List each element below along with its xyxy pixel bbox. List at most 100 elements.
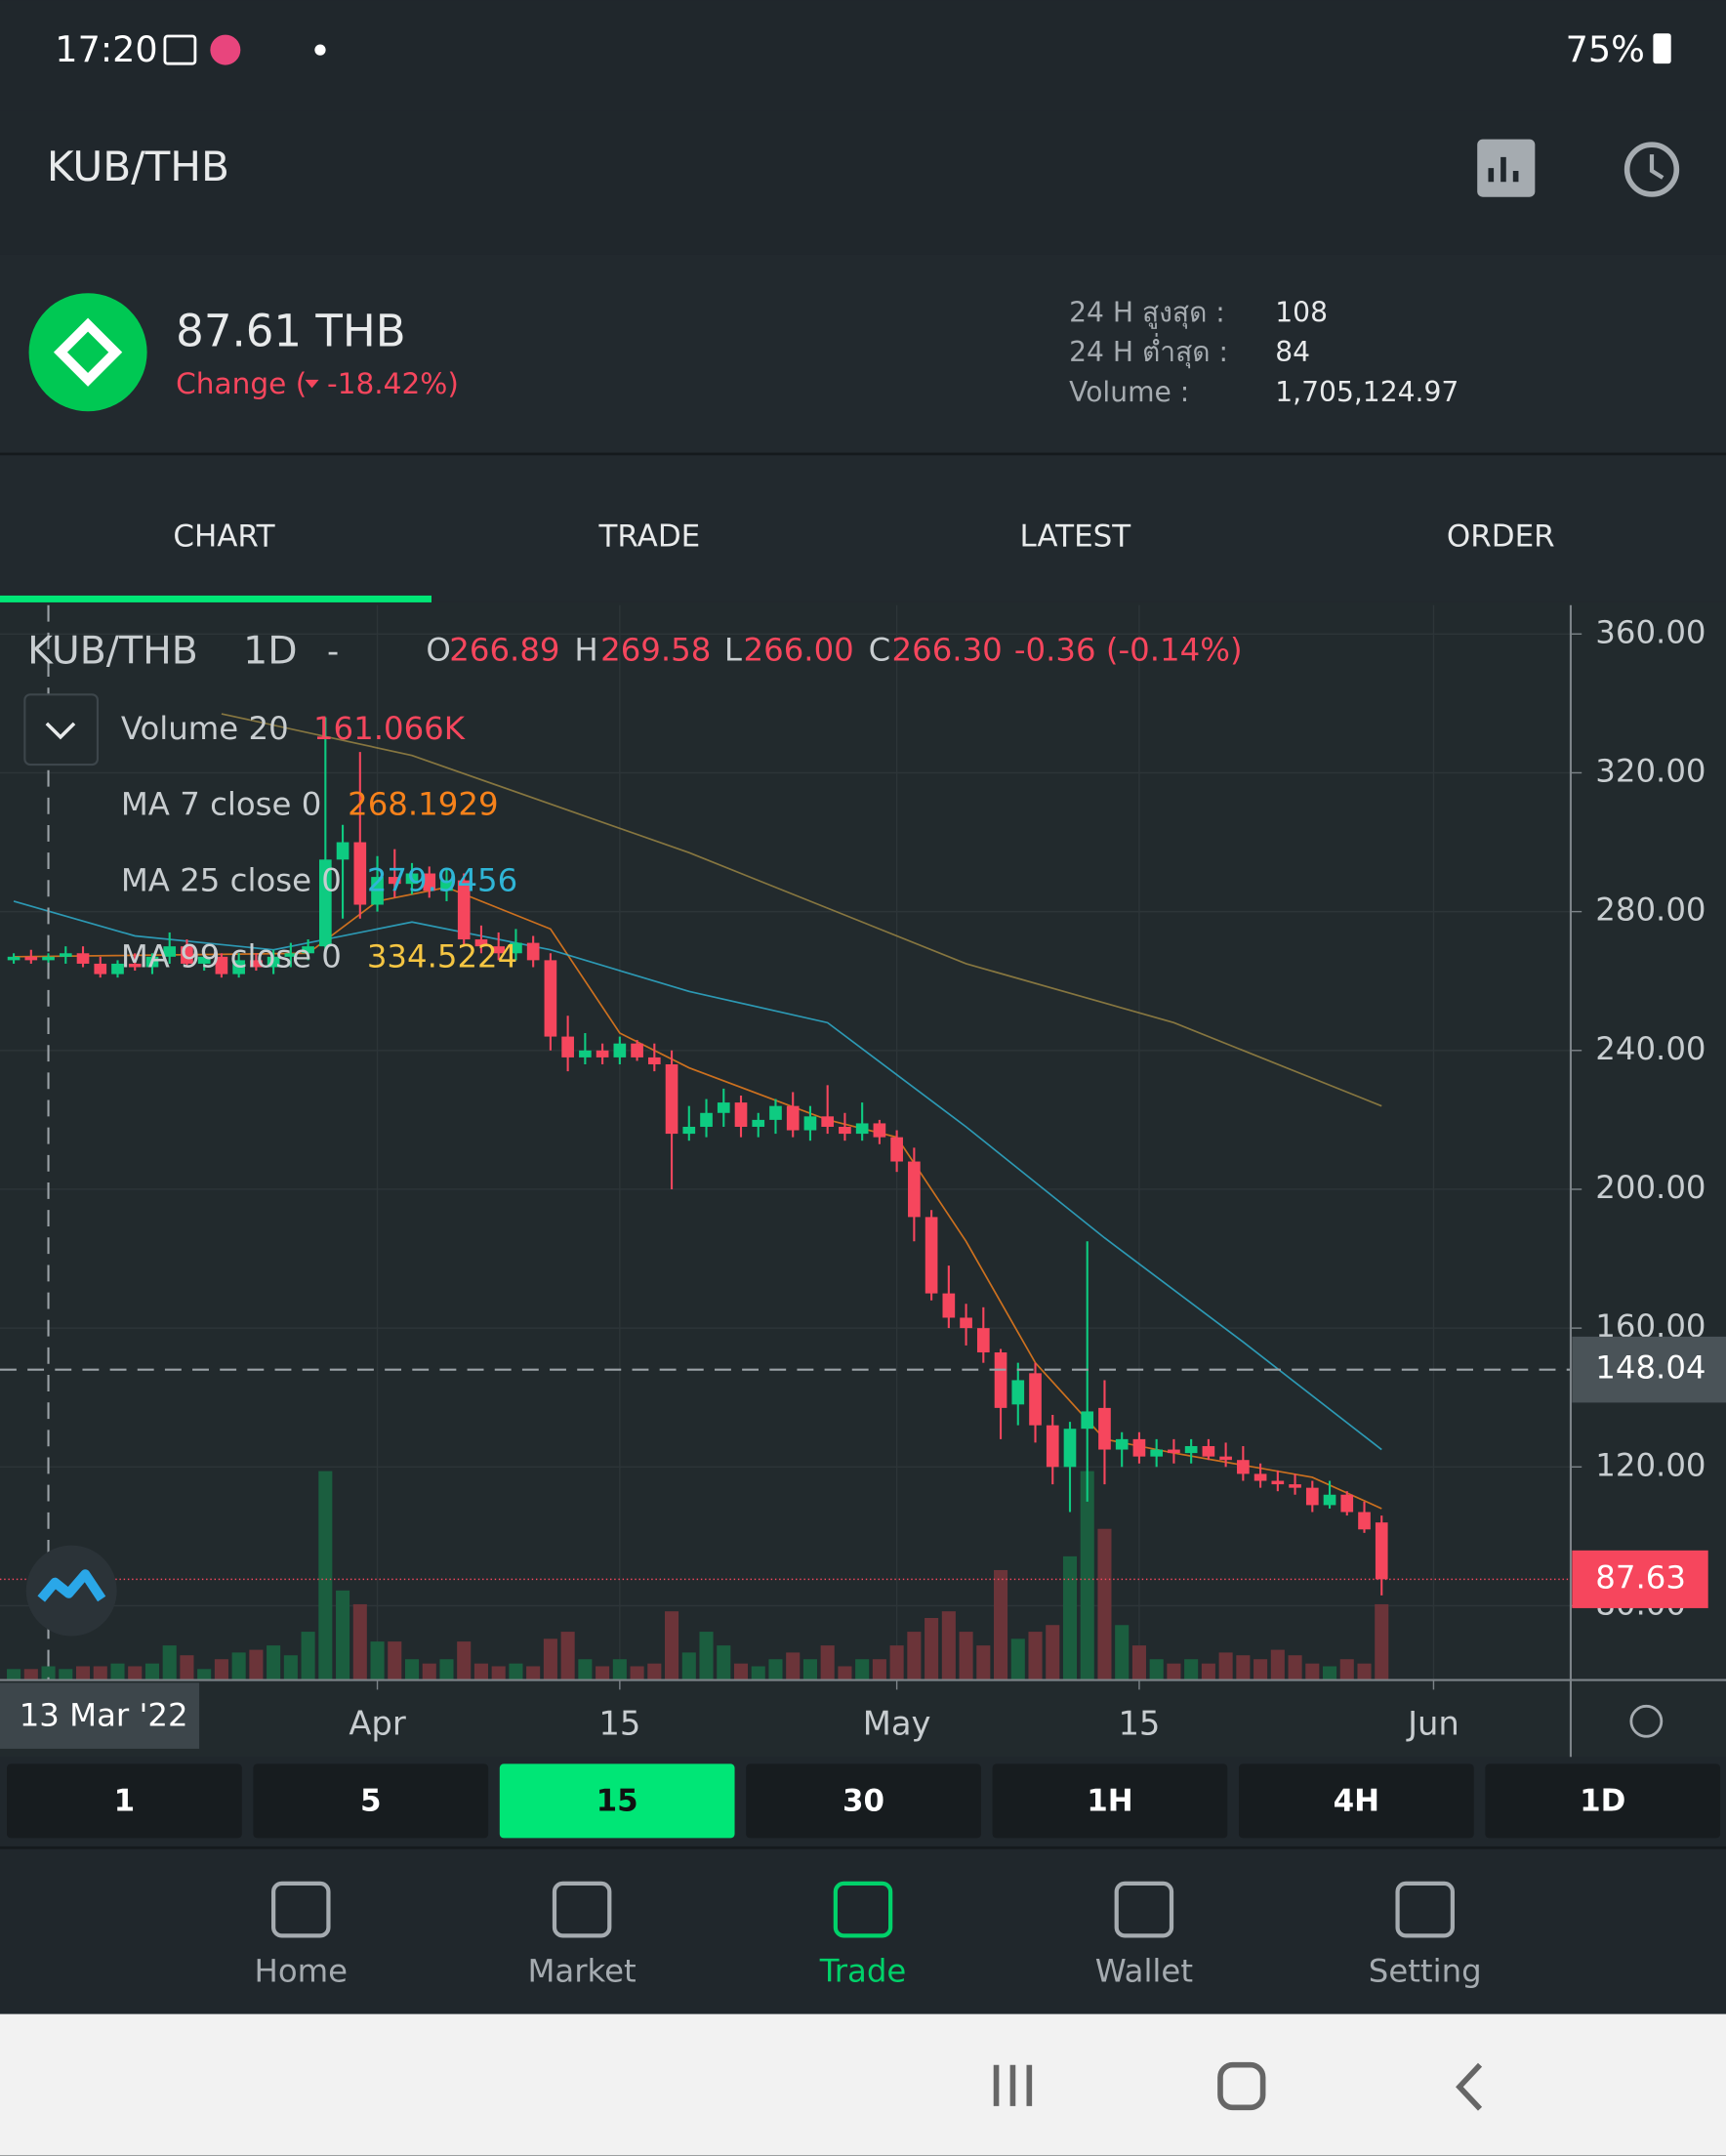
candle-body — [1132, 1438, 1146, 1457]
stat-value: 84 — [1275, 336, 1310, 368]
candle-body — [526, 942, 540, 961]
recent-apps-button[interactable] — [993, 2064, 1033, 2106]
tab[interactable]: TRADE — [598, 518, 701, 554]
tradingview-logo-mark — [37, 1569, 106, 1602]
nav-label[interactable]: Home — [254, 1952, 348, 1989]
chart-area — [0, 601, 1726, 1758]
interval-button[interactable] — [253, 1763, 489, 1839]
history-button[interactable] — [1623, 142, 1680, 197]
last-price-label: 87.63 — [1595, 1558, 1686, 1596]
candle-body — [1081, 1411, 1094, 1430]
candle-body — [1184, 1445, 1198, 1454]
interval-button[interactable] — [7, 1763, 242, 1839]
legend-toggle[interactable] — [23, 693, 99, 767]
settings-gear[interactable] — [1629, 1704, 1664, 1738]
candle-body — [474, 939, 488, 947]
volume-bar — [422, 1663, 436, 1680]
system-nav — [0, 2013, 1726, 2156]
volume-bar — [1253, 1659, 1268, 1680]
indicator-name: MA 99 close 0 — [121, 937, 342, 974]
nav-icon[interactable] — [1395, 1881, 1455, 1938]
legend-ohlc-value: 266.00 — [744, 632, 854, 669]
legend-interval: 1D — [243, 629, 297, 674]
candle-body — [942, 1293, 956, 1318]
nav-icon[interactable] — [833, 1881, 893, 1938]
pair-title: KUB/THB — [47, 143, 229, 190]
volume-bar — [1201, 1663, 1215, 1680]
candle-body — [1253, 1473, 1267, 1481]
ma-line — [13, 900, 1382, 1451]
interval-button[interactable] — [1238, 1763, 1474, 1839]
back-button[interactable] — [1456, 2062, 1483, 2111]
candle-body — [855, 1123, 869, 1135]
volume-bar — [543, 1638, 557, 1680]
volume-bar — [872, 1659, 886, 1680]
active-tab-indicator — [0, 595, 432, 602]
x-tick-label: 15 — [1118, 1705, 1160, 1743]
volume-bar — [1167, 1663, 1181, 1680]
volume-bar — [59, 1669, 73, 1680]
candle-body — [544, 960, 557, 1037]
volume-bar — [352, 1603, 367, 1680]
candle-body — [561, 1036, 574, 1057]
volume-bar — [994, 1569, 1008, 1680]
volume-bar — [509, 1663, 523, 1680]
nav-icon[interactable] — [552, 1881, 612, 1938]
nav-icon[interactable] — [1114, 1881, 1174, 1938]
candle-body — [371, 877, 384, 905]
interval-label: 30 — [842, 1783, 884, 1818]
candle-body — [318, 859, 332, 947]
candle-body — [665, 1064, 678, 1135]
tab[interactable]: LATEST — [1019, 518, 1130, 554]
nav-label[interactable]: Trade — [819, 1952, 907, 1989]
volume-bar — [925, 1618, 939, 1680]
nav-icon[interactable] — [271, 1881, 331, 1938]
tab[interactable]: ORDER — [1447, 518, 1555, 554]
home-button[interactable] — [1217, 2061, 1266, 2111]
candle-body — [1323, 1494, 1336, 1506]
volume-bar — [162, 1645, 177, 1680]
bottom-nav — [0, 1847, 1726, 2014]
interval-label: 15 — [596, 1783, 638, 1818]
volume-bar — [647, 1663, 662, 1680]
candle-body — [423, 873, 436, 891]
candle-body — [1219, 1456, 1232, 1461]
volume-bar — [1218, 1652, 1233, 1680]
volume-bar — [1322, 1666, 1337, 1680]
nav-label[interactable]: Setting — [1369, 1952, 1482, 1989]
candle-body — [839, 1126, 851, 1135]
volume-bar — [283, 1655, 298, 1680]
volume-bar — [681, 1652, 696, 1680]
candle-body — [145, 956, 159, 968]
volume-bar — [1046, 1625, 1060, 1680]
tab[interactable]: CHART — [173, 518, 274, 554]
interval-button[interactable] — [746, 1763, 981, 1839]
interval-button[interactable] — [499, 1763, 735, 1839]
y-tick-label: 320.00 — [1595, 752, 1705, 789]
stat-value: 1,705,124.97 — [1275, 376, 1459, 408]
history-icon — [1649, 154, 1664, 180]
candle-body — [752, 1119, 765, 1127]
nav-label[interactable]: Market — [528, 1952, 637, 1989]
legend-ohlc-value: 269.58 — [600, 632, 711, 669]
volume-bar — [802, 1659, 817, 1680]
candle-body — [890, 1137, 903, 1162]
crosshair-date-label: 13 Mar '22 — [20, 1697, 188, 1734]
candle-body — [232, 960, 245, 974]
candle-body — [405, 873, 419, 885]
legend-ohlc-label: L — [724, 632, 742, 669]
interval-label: 4H — [1334, 1783, 1379, 1818]
volume-bar — [855, 1659, 870, 1680]
candle-body — [1168, 1449, 1180, 1454]
nav-label[interactable]: Wallet — [1095, 1952, 1193, 1989]
volume-bar — [1149, 1659, 1164, 1680]
candle-body — [267, 956, 280, 968]
indicator-value: 279.9456 — [367, 862, 517, 899]
candle-body — [510, 942, 522, 954]
interval-button[interactable] — [992, 1763, 1228, 1839]
y-tick-label: 240.00 — [1595, 1030, 1705, 1067]
candle-body — [388, 877, 401, 885]
x-tick-label: Jun — [1406, 1705, 1459, 1743]
interval-button[interactable] — [1485, 1763, 1721, 1839]
